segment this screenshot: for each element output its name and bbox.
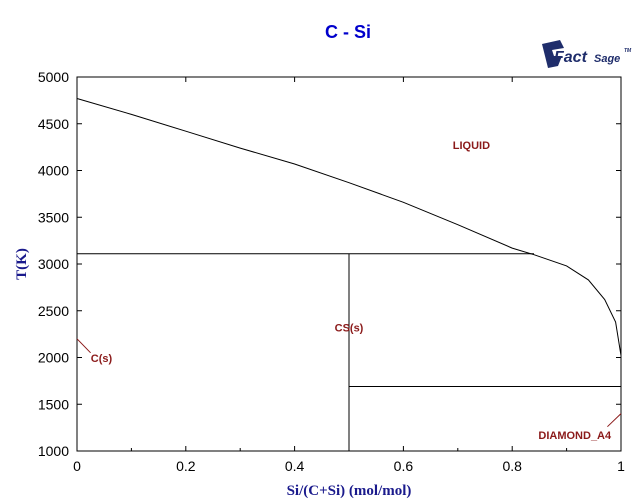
label-leader-lines (76, 338, 622, 428)
liquidus (76, 98, 622, 356)
factsage-logo-main: Fact (554, 49, 588, 66)
factsage-logo-tm: TM (624, 48, 632, 54)
y-axis: 1000 1500 2000 2500 3000 3500 4000 4500 5000 (38, 69, 621, 459)
x-axis: 0 0.2 0.4 0.6 0.8 1 (73, 77, 625, 474)
y-tick-label: 1000 (38, 443, 69, 459)
y-tick-label: 3000 (38, 256, 69, 272)
x-axis-label: Si/(C+Si) (mol/mol) (287, 483, 412, 499)
leader-line (607, 413, 622, 428)
y-tick-label: 3500 (38, 209, 69, 225)
phase-label: CS(s) (335, 322, 364, 334)
x-tick-label: 0.8 (502, 458, 522, 474)
y-tick-label: 5000 (38, 69, 69, 85)
leader-line (76, 338, 91, 354)
phase-boundaries (76, 98, 622, 451)
x-tick-label: 0.6 (394, 458, 414, 474)
factsage-logo-mark (542, 40, 564, 68)
chart-title: C - Si (325, 22, 371, 42)
factsage-logo-sub: Sage (594, 53, 620, 65)
phase-label: DIAMOND_A4 (538, 430, 612, 442)
x-tick-label: 0 (73, 458, 81, 474)
y-tick-label: 4500 (38, 116, 69, 132)
x-tick-label: 1 (617, 458, 625, 474)
x-tick-label: 0.2 (176, 458, 196, 474)
y-tick-label: 4000 (38, 163, 69, 179)
phase-label: LIQUID (453, 140, 490, 152)
y-tick-label: 1500 (38, 396, 69, 412)
y-tick-label: 2000 (38, 350, 69, 366)
y-axis-label: T(K) (14, 248, 30, 280)
phase-label: C(s) (91, 353, 113, 365)
factsage-logo: Fact Sage TM (542, 40, 632, 68)
phase-labels: LIQUID CS(s) C(s) DIAMOND_A4 (91, 140, 612, 442)
x-tick-label: 0.4 (285, 458, 305, 474)
y-tick-label: 2500 (38, 303, 69, 319)
